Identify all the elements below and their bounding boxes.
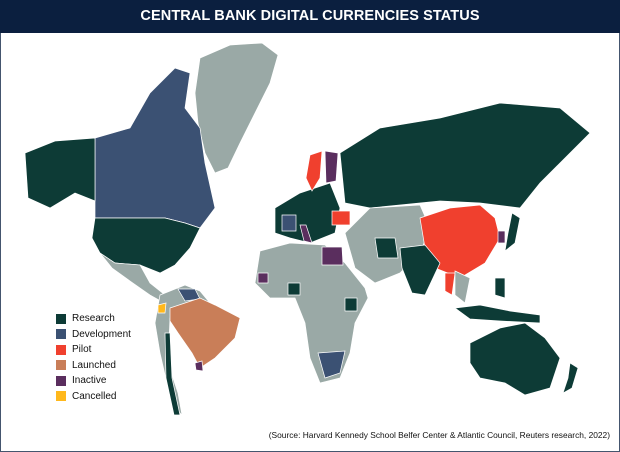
country-brazil bbox=[169, 297, 241, 369]
country-thailand bbox=[444, 272, 456, 296]
country-usa bbox=[91, 217, 201, 274]
legend-swatch bbox=[56, 360, 66, 371]
legend-item-launched: Launched bbox=[56, 358, 131, 374]
country-italy bbox=[299, 224, 313, 244]
country-south-africa bbox=[317, 350, 346, 379]
country-nigeria bbox=[287, 282, 301, 296]
country-kenya bbox=[344, 297, 358, 312]
country-philippines bbox=[494, 277, 506, 299]
legend-item-development: Development bbox=[56, 327, 131, 343]
source-note: (Source: Harvard Kennedy School Belfer C… bbox=[268, 430, 610, 440]
region-se-asia bbox=[454, 270, 471, 304]
country-alaska bbox=[24, 137, 96, 209]
legend-swatch bbox=[56, 375, 66, 386]
country-finland bbox=[324, 150, 339, 184]
legend-label: Research bbox=[72, 313, 115, 325]
legend: Research Development Pilot Launched Inac… bbox=[56, 311, 131, 404]
country-sweden bbox=[305, 150, 323, 192]
country-india bbox=[399, 244, 441, 296]
country-japan bbox=[504, 212, 521, 252]
country-france bbox=[281, 214, 297, 232]
legend-swatch bbox=[56, 344, 66, 355]
country-uruguay bbox=[194, 360, 204, 372]
country-ecuador bbox=[157, 302, 167, 314]
country-australia bbox=[469, 322, 561, 396]
country-senegal bbox=[257, 272, 269, 284]
legend-swatch bbox=[56, 329, 66, 340]
country-iran bbox=[374, 237, 399, 259]
region-indonesia bbox=[454, 304, 541, 324]
legend-label: Cancelled bbox=[72, 390, 117, 402]
country-new-zealand bbox=[562, 362, 579, 394]
country-korea bbox=[497, 230, 506, 244]
country-greenland bbox=[194, 42, 279, 174]
region-africa bbox=[254, 242, 369, 384]
world-map bbox=[24, 42, 591, 417]
country-egypt bbox=[321, 246, 344, 266]
country-russia bbox=[339, 102, 591, 209]
legend-swatch bbox=[56, 313, 66, 324]
legend-item-research: Research bbox=[56, 311, 131, 327]
country-ukraine bbox=[331, 210, 351, 226]
page-title: CENTRAL BANK DIGITAL CURRENCIES STATUS bbox=[0, 0, 620, 33]
legend-label: Inactive bbox=[72, 375, 107, 387]
legend-label: Launched bbox=[72, 359, 116, 371]
legend-item-pilot: Pilot bbox=[56, 342, 131, 358]
country-chile bbox=[164, 332, 181, 416]
legend-label: Development bbox=[72, 328, 131, 340]
legend-item-cancelled: Cancelled bbox=[56, 389, 131, 405]
legend-label: Pilot bbox=[72, 344, 92, 356]
legend-item-inactive: Inactive bbox=[56, 373, 131, 389]
legend-swatch bbox=[56, 391, 66, 402]
